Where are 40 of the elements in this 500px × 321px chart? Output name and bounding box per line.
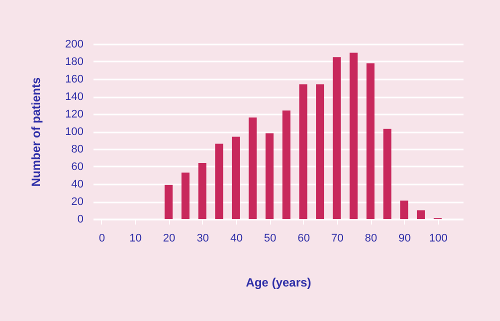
y-tick-label: 20 <box>71 196 84 208</box>
x-tick-label: 0 <box>98 232 105 244</box>
y-tick-label: 60 <box>71 161 84 173</box>
x-tick-label: 30 <box>196 232 209 244</box>
bar <box>416 210 425 219</box>
bar <box>198 163 206 219</box>
x-tick-label: 60 <box>298 232 310 244</box>
x-tick-label: 90 <box>398 232 411 244</box>
y-tick-label: 100 <box>65 126 84 138</box>
x-tick-label: 20 <box>163 232 176 244</box>
bar <box>350 52 358 219</box>
bar <box>332 57 341 219</box>
bar <box>248 118 257 219</box>
x-tick-label: 100 <box>429 232 448 244</box>
y-tick-label: 120 <box>65 108 84 120</box>
x-tick-label: 50 <box>264 232 276 244</box>
y-tick-label: 180 <box>65 56 84 68</box>
bar <box>299 84 308 219</box>
x-tick-label: 40 <box>230 232 243 244</box>
x-tick-label: 80 <box>364 232 378 244</box>
y-tick-label: 140 <box>65 91 84 103</box>
bar <box>400 200 408 219</box>
bar <box>383 128 392 219</box>
y-tick-label: 40 <box>71 178 84 190</box>
x-tick-label: 10 <box>129 232 142 244</box>
y-axis-title: Number of patients <box>29 77 44 187</box>
bar <box>366 63 374 219</box>
y-tick-label: 200 <box>65 38 84 50</box>
bar <box>182 172 190 219</box>
bar <box>232 136 240 219</box>
bar <box>282 110 290 219</box>
bar <box>215 144 224 219</box>
bar <box>266 133 274 219</box>
x-tick-label: 70 <box>331 232 344 244</box>
y-tick-label: 160 <box>65 74 84 86</box>
x-axis-title: Age (years) <box>246 276 312 290</box>
bar <box>164 184 173 219</box>
bar <box>316 84 324 219</box>
y-tick-label: 0 <box>77 214 84 226</box>
y-tick-label: 80 <box>71 144 84 156</box>
